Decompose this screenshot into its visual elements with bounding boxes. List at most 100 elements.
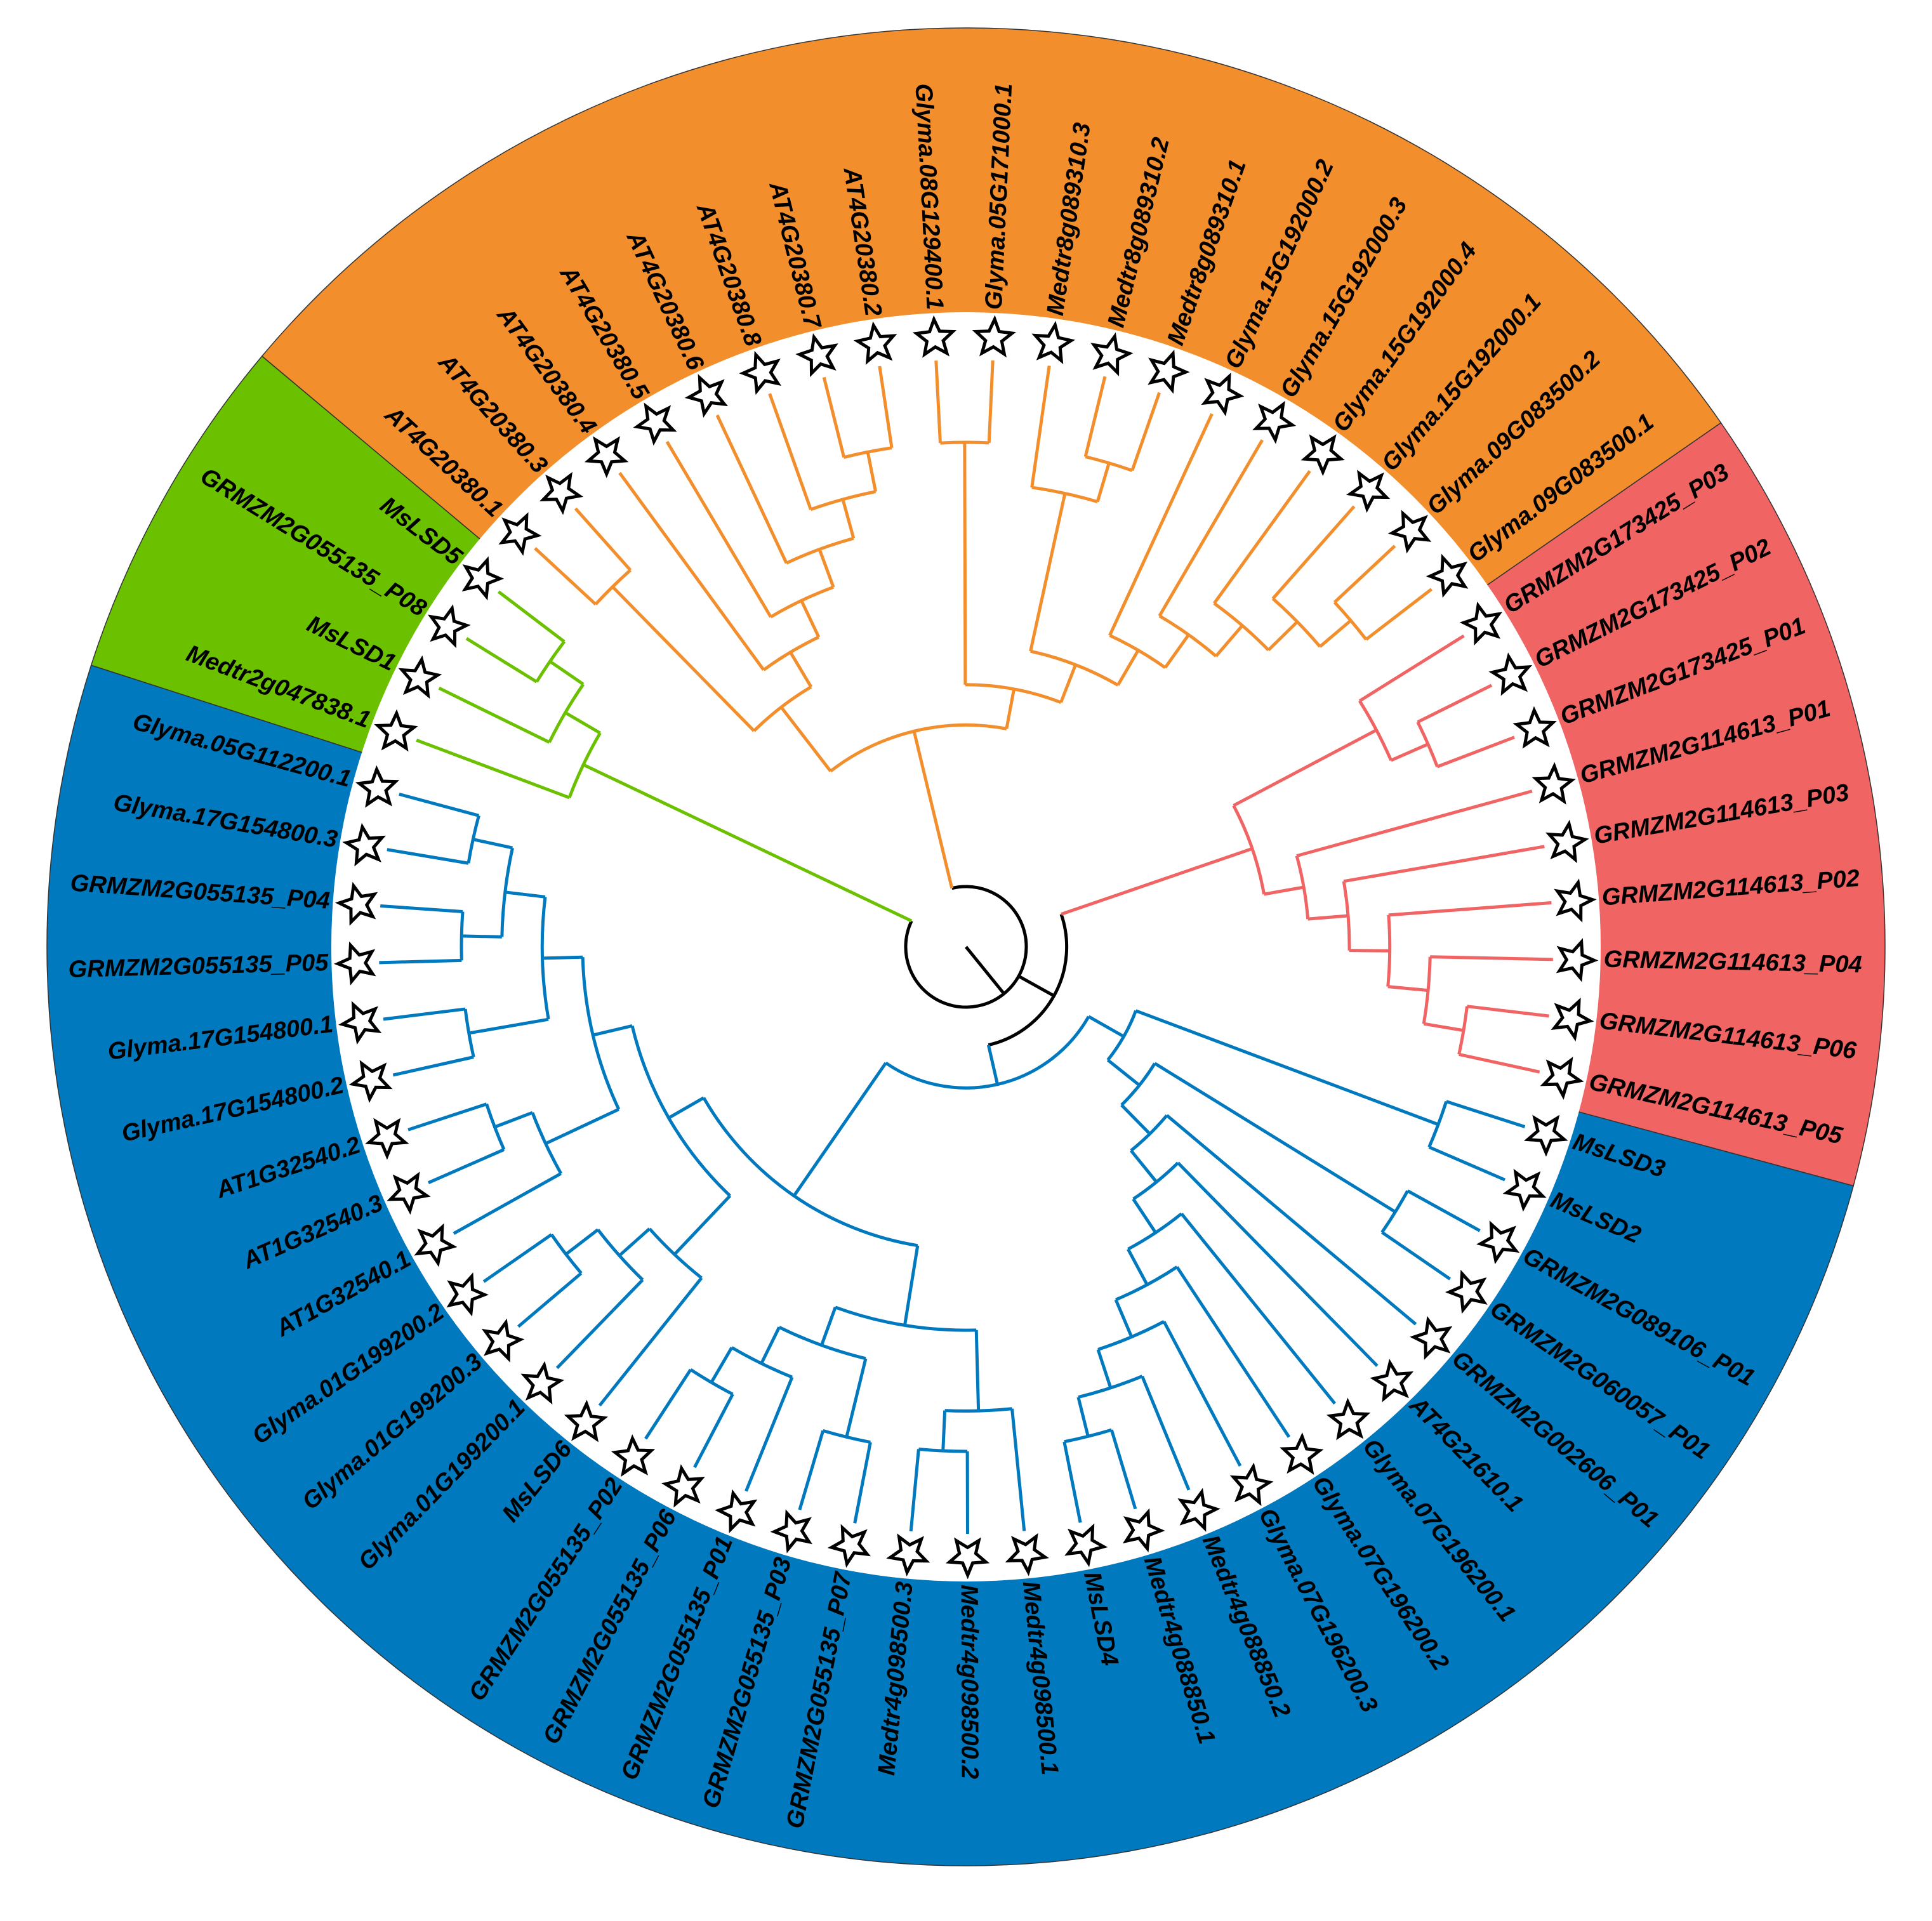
branch-segment — [987, 360, 995, 443]
branch-arc — [885, 1015, 1090, 1090]
branch-segment — [592, 1024, 633, 1037]
branch-segment — [1095, 462, 1111, 503]
branch-segment — [1165, 1114, 1417, 1326]
branch-segment — [909, 1449, 920, 1532]
branch-segment — [779, 706, 832, 772]
leaf-star-icon — [348, 1060, 393, 1103]
branch-arc — [1342, 881, 1351, 951]
branch-segment — [1467, 1005, 1549, 1018]
branch-segment — [1445, 1100, 1526, 1128]
branch-segment — [1365, 588, 1432, 641]
branch-arc — [466, 815, 480, 864]
leaf-star-icon — [414, 1223, 458, 1267]
branch-segment — [792, 1062, 887, 1197]
branch-arc — [630, 1025, 731, 1198]
branch-arc — [1115, 1265, 1178, 1302]
branch-segment — [1428, 1145, 1506, 1182]
branch-segment — [564, 711, 601, 735]
leaf-star-icon — [342, 822, 386, 867]
leaf-star-icon — [633, 402, 677, 446]
branch-segment — [379, 958, 462, 965]
branch-arc — [1271, 597, 1321, 648]
leaf-star-icon — [446, 1272, 489, 1317]
branch-segment — [1214, 624, 1244, 657]
leaf-star-icon — [739, 350, 782, 395]
leaf-star-icon — [1488, 652, 1533, 696]
leaf-star-icon — [1370, 1359, 1414, 1403]
branch-segment — [934, 360, 942, 444]
leaf-star-icon — [1476, 1220, 1520, 1265]
leaf-star-icon — [338, 1001, 382, 1045]
branch-segment — [574, 507, 632, 572]
branch-segment — [1141, 1375, 1191, 1491]
branch-segment — [482, 1233, 553, 1283]
leaf-star-icon — [398, 655, 442, 699]
leaf-star-icon — [972, 315, 1016, 358]
branch-segment — [1120, 1104, 1151, 1135]
branch-segment — [820, 1307, 837, 1346]
branch-arc — [988, 913, 1069, 1047]
leaf-star-icon — [387, 1172, 431, 1215]
branch-arc — [548, 683, 585, 743]
branch-arc — [531, 1112, 562, 1175]
branch-segment — [974, 1330, 981, 1411]
leaf-star-icon — [1177, 1488, 1221, 1532]
branch-segment — [845, 1358, 868, 1437]
branch-segment — [822, 376, 846, 458]
branch-segment — [693, 1393, 734, 1469]
branch-segment — [1233, 729, 1377, 807]
branch-arc — [581, 957, 621, 1111]
leaf-star-icon — [481, 1318, 525, 1363]
branch-segment — [912, 730, 925, 771]
branch-segment — [715, 414, 788, 564]
branch-segment — [1387, 985, 1429, 993]
branch-segment — [555, 1278, 644, 1370]
leaf-label: Medtr4g098500.2 — [956, 1585, 983, 1779]
leaf-star-icon — [1445, 1269, 1488, 1314]
branch-segment — [542, 955, 583, 960]
branch-segment — [1319, 619, 1352, 648]
branch-segment — [710, 1347, 734, 1383]
leaf-star-icon — [827, 1524, 871, 1568]
branch-segment — [1029, 492, 1067, 652]
branch-arc — [1213, 602, 1270, 652]
branch-segment — [800, 600, 821, 638]
branch-arc — [965, 683, 1062, 704]
branch-arc — [1158, 614, 1217, 657]
branch-segment — [387, 848, 469, 865]
branch-segment — [549, 660, 585, 686]
branch-arc — [1130, 1114, 1168, 1152]
branch-segment — [1430, 955, 1553, 961]
branch-arc — [778, 1326, 866, 1361]
leaf-star-icon — [584, 436, 629, 479]
branch-arc — [762, 635, 820, 671]
branch-segment — [644, 1368, 692, 1440]
branch-segment — [438, 687, 550, 744]
leaf-star-icon — [1280, 1432, 1324, 1475]
branch-segment — [1271, 505, 1356, 600]
leaf-star-icon — [770, 1509, 813, 1554]
branch-arc — [1422, 956, 1432, 1024]
leaf-star-icon — [428, 604, 471, 649]
branch-segment — [1061, 847, 1253, 916]
leaf-star-icon — [1512, 706, 1557, 749]
branch-segment — [545, 1107, 619, 1145]
branch-segment — [768, 393, 812, 510]
branch-segment — [1130, 392, 1161, 472]
branch-segment — [497, 590, 566, 644]
branch-segment — [1459, 1053, 1540, 1074]
leaf-star-icon — [1459, 601, 1503, 646]
branch-arc — [940, 440, 989, 445]
leaf-star-icon — [365, 1118, 409, 1160]
branch-segment — [618, 1227, 651, 1257]
leaf-star-icon — [1122, 1508, 1165, 1553]
branch-segment — [1088, 1015, 1125, 1038]
branch-arc — [753, 685, 812, 732]
leaf-star-icon — [1201, 373, 1245, 417]
branch-segment — [1096, 1349, 1113, 1389]
leaf-star-icon — [1532, 762, 1576, 805]
branch-arc — [1127, 1212, 1183, 1251]
branch-arc — [731, 1346, 793, 1379]
branch-segment — [399, 792, 480, 817]
branch-segment — [1163, 633, 1190, 669]
